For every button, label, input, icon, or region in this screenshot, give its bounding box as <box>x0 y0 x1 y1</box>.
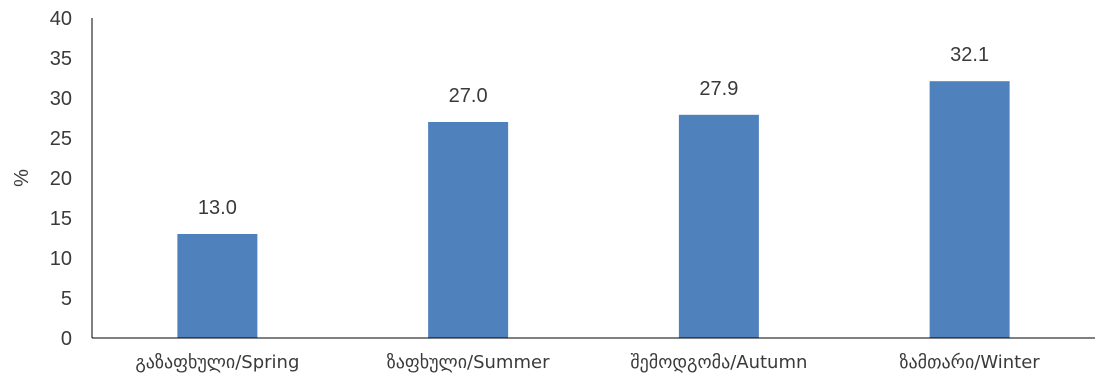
x-category-label: შემოდგომა/Autumn <box>630 352 807 373</box>
data-label: 27.0 <box>449 85 488 107</box>
data-label: 32.1 <box>950 44 989 66</box>
data-label: 27.9 <box>699 78 738 100</box>
y-tick-label: 5 <box>61 288 72 310</box>
bars <box>177 81 1010 338</box>
bar <box>678 114 759 338</box>
x-category-label: გაზაფხული/Spring <box>135 352 299 373</box>
x-category-label: ზაფხული/Summer <box>387 352 550 373</box>
y-tick-label: 20 <box>50 168 72 190</box>
y-axis-title: % <box>11 169 33 187</box>
y-axis-title-group: % <box>11 169 33 187</box>
bar <box>428 122 509 338</box>
bar <box>929 81 1010 338</box>
y-tick-label: 30 <box>50 88 72 110</box>
y-axis-ticks: 0 5 10 15 20 25 30 35 40 <box>50 8 72 350</box>
data-label: 13.0 <box>198 197 237 219</box>
y-tick-label: 10 <box>50 248 72 270</box>
y-tick-label: 35 <box>50 48 72 70</box>
axes <box>91 18 1095 339</box>
y-tick-label: 25 <box>50 128 72 150</box>
category-labels: გაზაფხული/Spring ზაფხული/Summer შემოდგომა/… <box>135 352 1040 373</box>
x-category-label: ზამთარი/Winter <box>900 352 1041 373</box>
y-tick-label: 15 <box>50 208 72 230</box>
bar <box>177 234 258 338</box>
data-labels: 13.0 27.0 27.9 32.1 <box>198 44 989 219</box>
y-tick-label: 0 <box>61 328 72 350</box>
y-tick-label: 40 <box>50 8 72 30</box>
